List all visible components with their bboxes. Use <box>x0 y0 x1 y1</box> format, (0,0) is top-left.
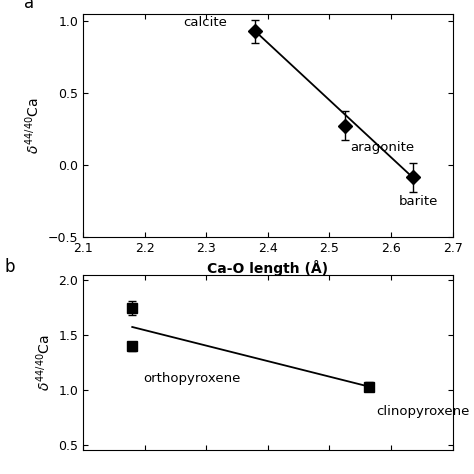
Text: calcite: calcite <box>183 16 227 29</box>
X-axis label: Ca-O length (Å): Ca-O length (Å) <box>207 260 328 276</box>
Text: barite: barite <box>399 195 438 208</box>
Y-axis label: $\delta^{44/40}$Ca: $\delta^{44/40}$Ca <box>34 334 53 391</box>
Text: aragonite: aragonite <box>350 141 415 154</box>
Text: clinopyroxene: clinopyroxene <box>376 404 470 418</box>
Y-axis label: $\delta^{44/40}$Ca: $\delta^{44/40}$Ca <box>23 97 42 154</box>
Text: orthopyroxene: orthopyroxene <box>143 372 241 385</box>
Text: a: a <box>24 0 34 12</box>
Text: b: b <box>5 258 15 276</box>
